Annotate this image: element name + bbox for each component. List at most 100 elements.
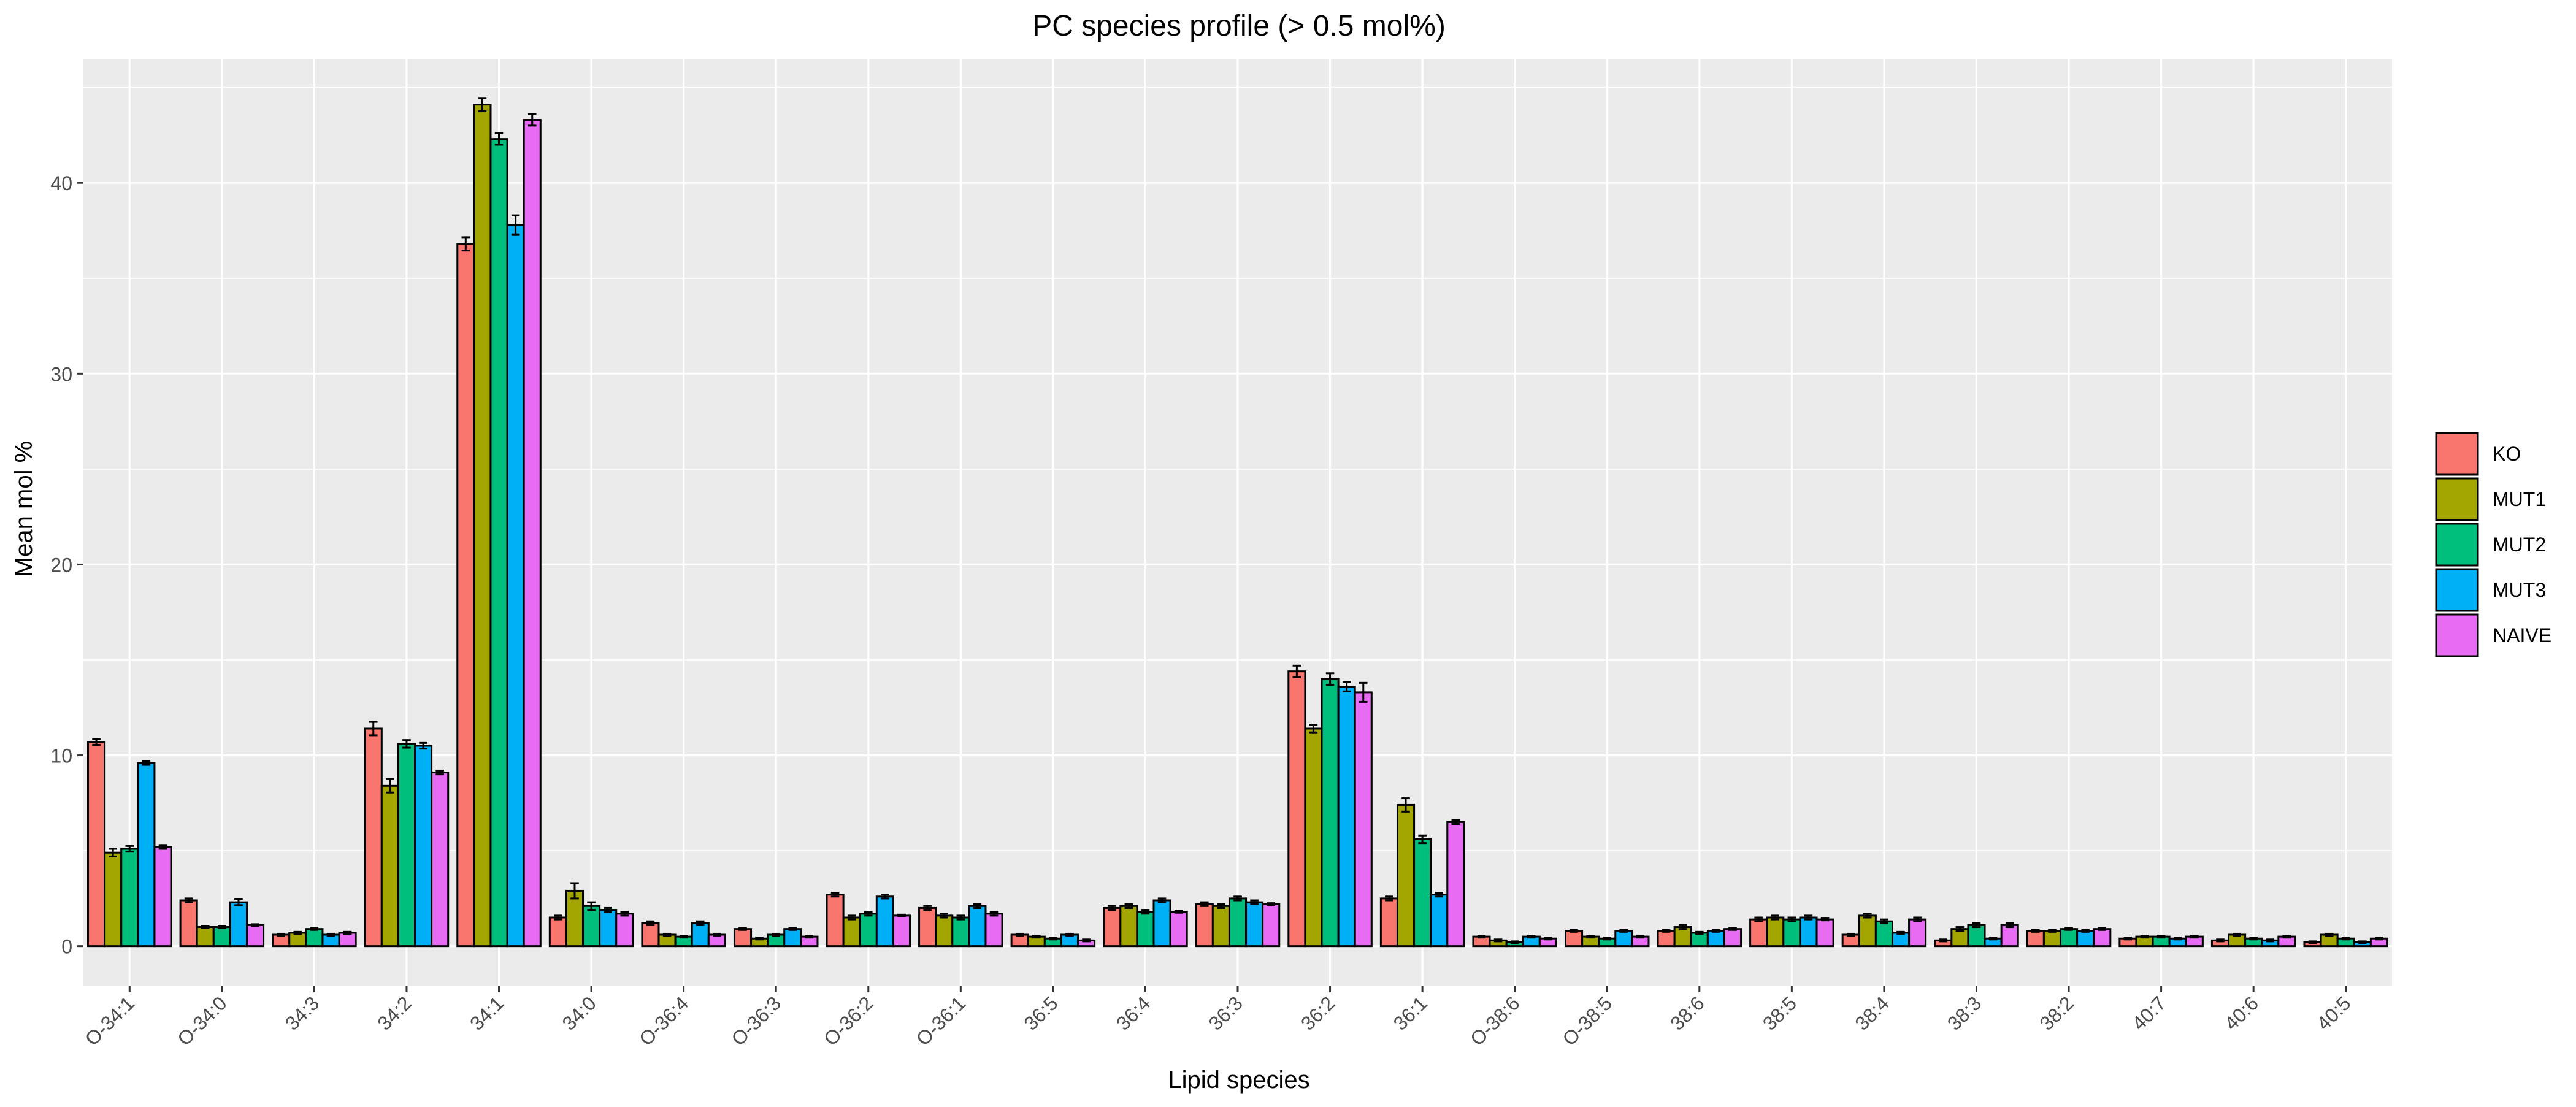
error-bar xyxy=(646,920,655,926)
bar xyxy=(984,913,1003,948)
error-bar xyxy=(940,913,948,919)
error-bar xyxy=(527,113,537,127)
bar xyxy=(1564,930,1584,948)
error-bar xyxy=(989,911,999,917)
error-bar xyxy=(1754,916,1763,922)
bar xyxy=(87,741,106,948)
x-tick-label: O-34:1 xyxy=(81,992,139,1050)
error-bar xyxy=(1510,940,1519,944)
legend-key xyxy=(2435,477,2479,521)
error-bar xyxy=(2325,932,2334,937)
bar xyxy=(968,905,987,948)
bar xyxy=(691,922,710,948)
bar xyxy=(2093,928,2112,948)
bar xyxy=(212,926,231,948)
bar xyxy=(179,899,198,948)
error-bar xyxy=(1359,681,1368,703)
x-tick-label: 34:2 xyxy=(373,992,415,1034)
error-bar xyxy=(788,927,797,931)
error-bar xyxy=(679,935,688,939)
legend-key xyxy=(2435,523,2479,567)
chart-title: PC species profile (> 0.5 mol%) xyxy=(1032,10,1446,42)
bar xyxy=(1337,686,1356,948)
x-tick-label: 36:5 xyxy=(1019,992,1062,1034)
error-bar xyxy=(1032,935,1041,939)
error-bar xyxy=(142,760,151,766)
error-bar xyxy=(713,932,721,937)
error-bar xyxy=(1200,901,1209,907)
bar xyxy=(380,784,399,948)
error-bar xyxy=(1820,917,1830,922)
error-bar xyxy=(1662,929,1671,933)
bar xyxy=(951,916,970,948)
error-bar xyxy=(1728,927,1737,931)
error-bar xyxy=(1418,834,1427,845)
bar xyxy=(153,846,172,948)
bar xyxy=(875,895,894,948)
bar xyxy=(1967,924,1986,948)
y-tick-label: 0 xyxy=(61,936,72,958)
error-bar xyxy=(1913,916,1922,922)
error-bar xyxy=(1325,672,1335,686)
error-bar xyxy=(1988,937,1998,941)
error-bar xyxy=(2031,929,2040,933)
error-bar xyxy=(1157,897,1167,903)
y-axis-title: Mean mol % xyxy=(10,441,37,577)
y-tick-label: 40 xyxy=(50,172,72,194)
x-tick-label: 38:2 xyxy=(2035,992,2077,1034)
error-bar xyxy=(805,935,814,939)
bar xyxy=(1690,932,1709,948)
bar xyxy=(1287,670,1306,948)
error-bar xyxy=(402,739,411,749)
bar xyxy=(288,932,307,948)
error-bar xyxy=(738,927,747,931)
error-bar xyxy=(830,892,840,898)
bar xyxy=(859,913,878,948)
error-bar xyxy=(2190,935,2199,939)
x-tick-label: 36:4 xyxy=(1112,992,1154,1034)
legend-item: MUT1 xyxy=(2435,477,2546,521)
error-bar xyxy=(1695,930,1704,935)
bar xyxy=(489,138,508,948)
error-bar xyxy=(1292,664,1301,678)
bar xyxy=(1136,911,1155,948)
error-bar xyxy=(1435,892,1443,898)
x-tick-label: 40:7 xyxy=(2128,992,2170,1034)
bar xyxy=(1891,932,1911,948)
error-bar xyxy=(2140,935,2149,939)
bar xyxy=(935,914,954,948)
bar xyxy=(1874,920,1893,948)
bar xyxy=(1396,803,1416,948)
x-axis: O-34:1 O-34:0 34:3 34:2 34:1 34:0 O-36:4 O-36:3… xyxy=(81,986,2355,1050)
error-bar xyxy=(92,738,101,746)
error-bar xyxy=(1124,903,1133,909)
y-axis: 0 10 20 30 40 xyxy=(50,172,83,958)
error-bar xyxy=(1267,902,1275,906)
error-bar xyxy=(1527,935,1536,939)
bar xyxy=(783,928,802,948)
error-bar xyxy=(923,905,932,911)
error-bar xyxy=(1619,929,1628,933)
bar xyxy=(1657,930,1676,948)
bar xyxy=(1262,903,1281,948)
legend-label: MUT1 xyxy=(2493,488,2546,510)
bar xyxy=(1195,903,1214,948)
x-tick-label: O-38:6 xyxy=(1466,992,1524,1050)
error-bar xyxy=(2173,937,2182,941)
bar xyxy=(2000,924,2019,948)
error-bar xyxy=(2375,937,2383,941)
error-bar xyxy=(1712,929,1720,933)
bar xyxy=(1245,901,1264,948)
bar xyxy=(120,848,139,948)
error-bar xyxy=(1250,899,1259,905)
error-bar xyxy=(1049,937,1057,941)
error-bar xyxy=(109,848,117,857)
bar xyxy=(473,104,492,948)
error-bar xyxy=(1451,819,1460,825)
error-bar xyxy=(897,913,906,917)
error-bar xyxy=(419,741,427,750)
bar xyxy=(892,914,911,948)
y-tick-label: 20 xyxy=(50,554,72,576)
error-bar xyxy=(343,930,352,935)
x-tick-label: O-36:3 xyxy=(727,992,786,1050)
